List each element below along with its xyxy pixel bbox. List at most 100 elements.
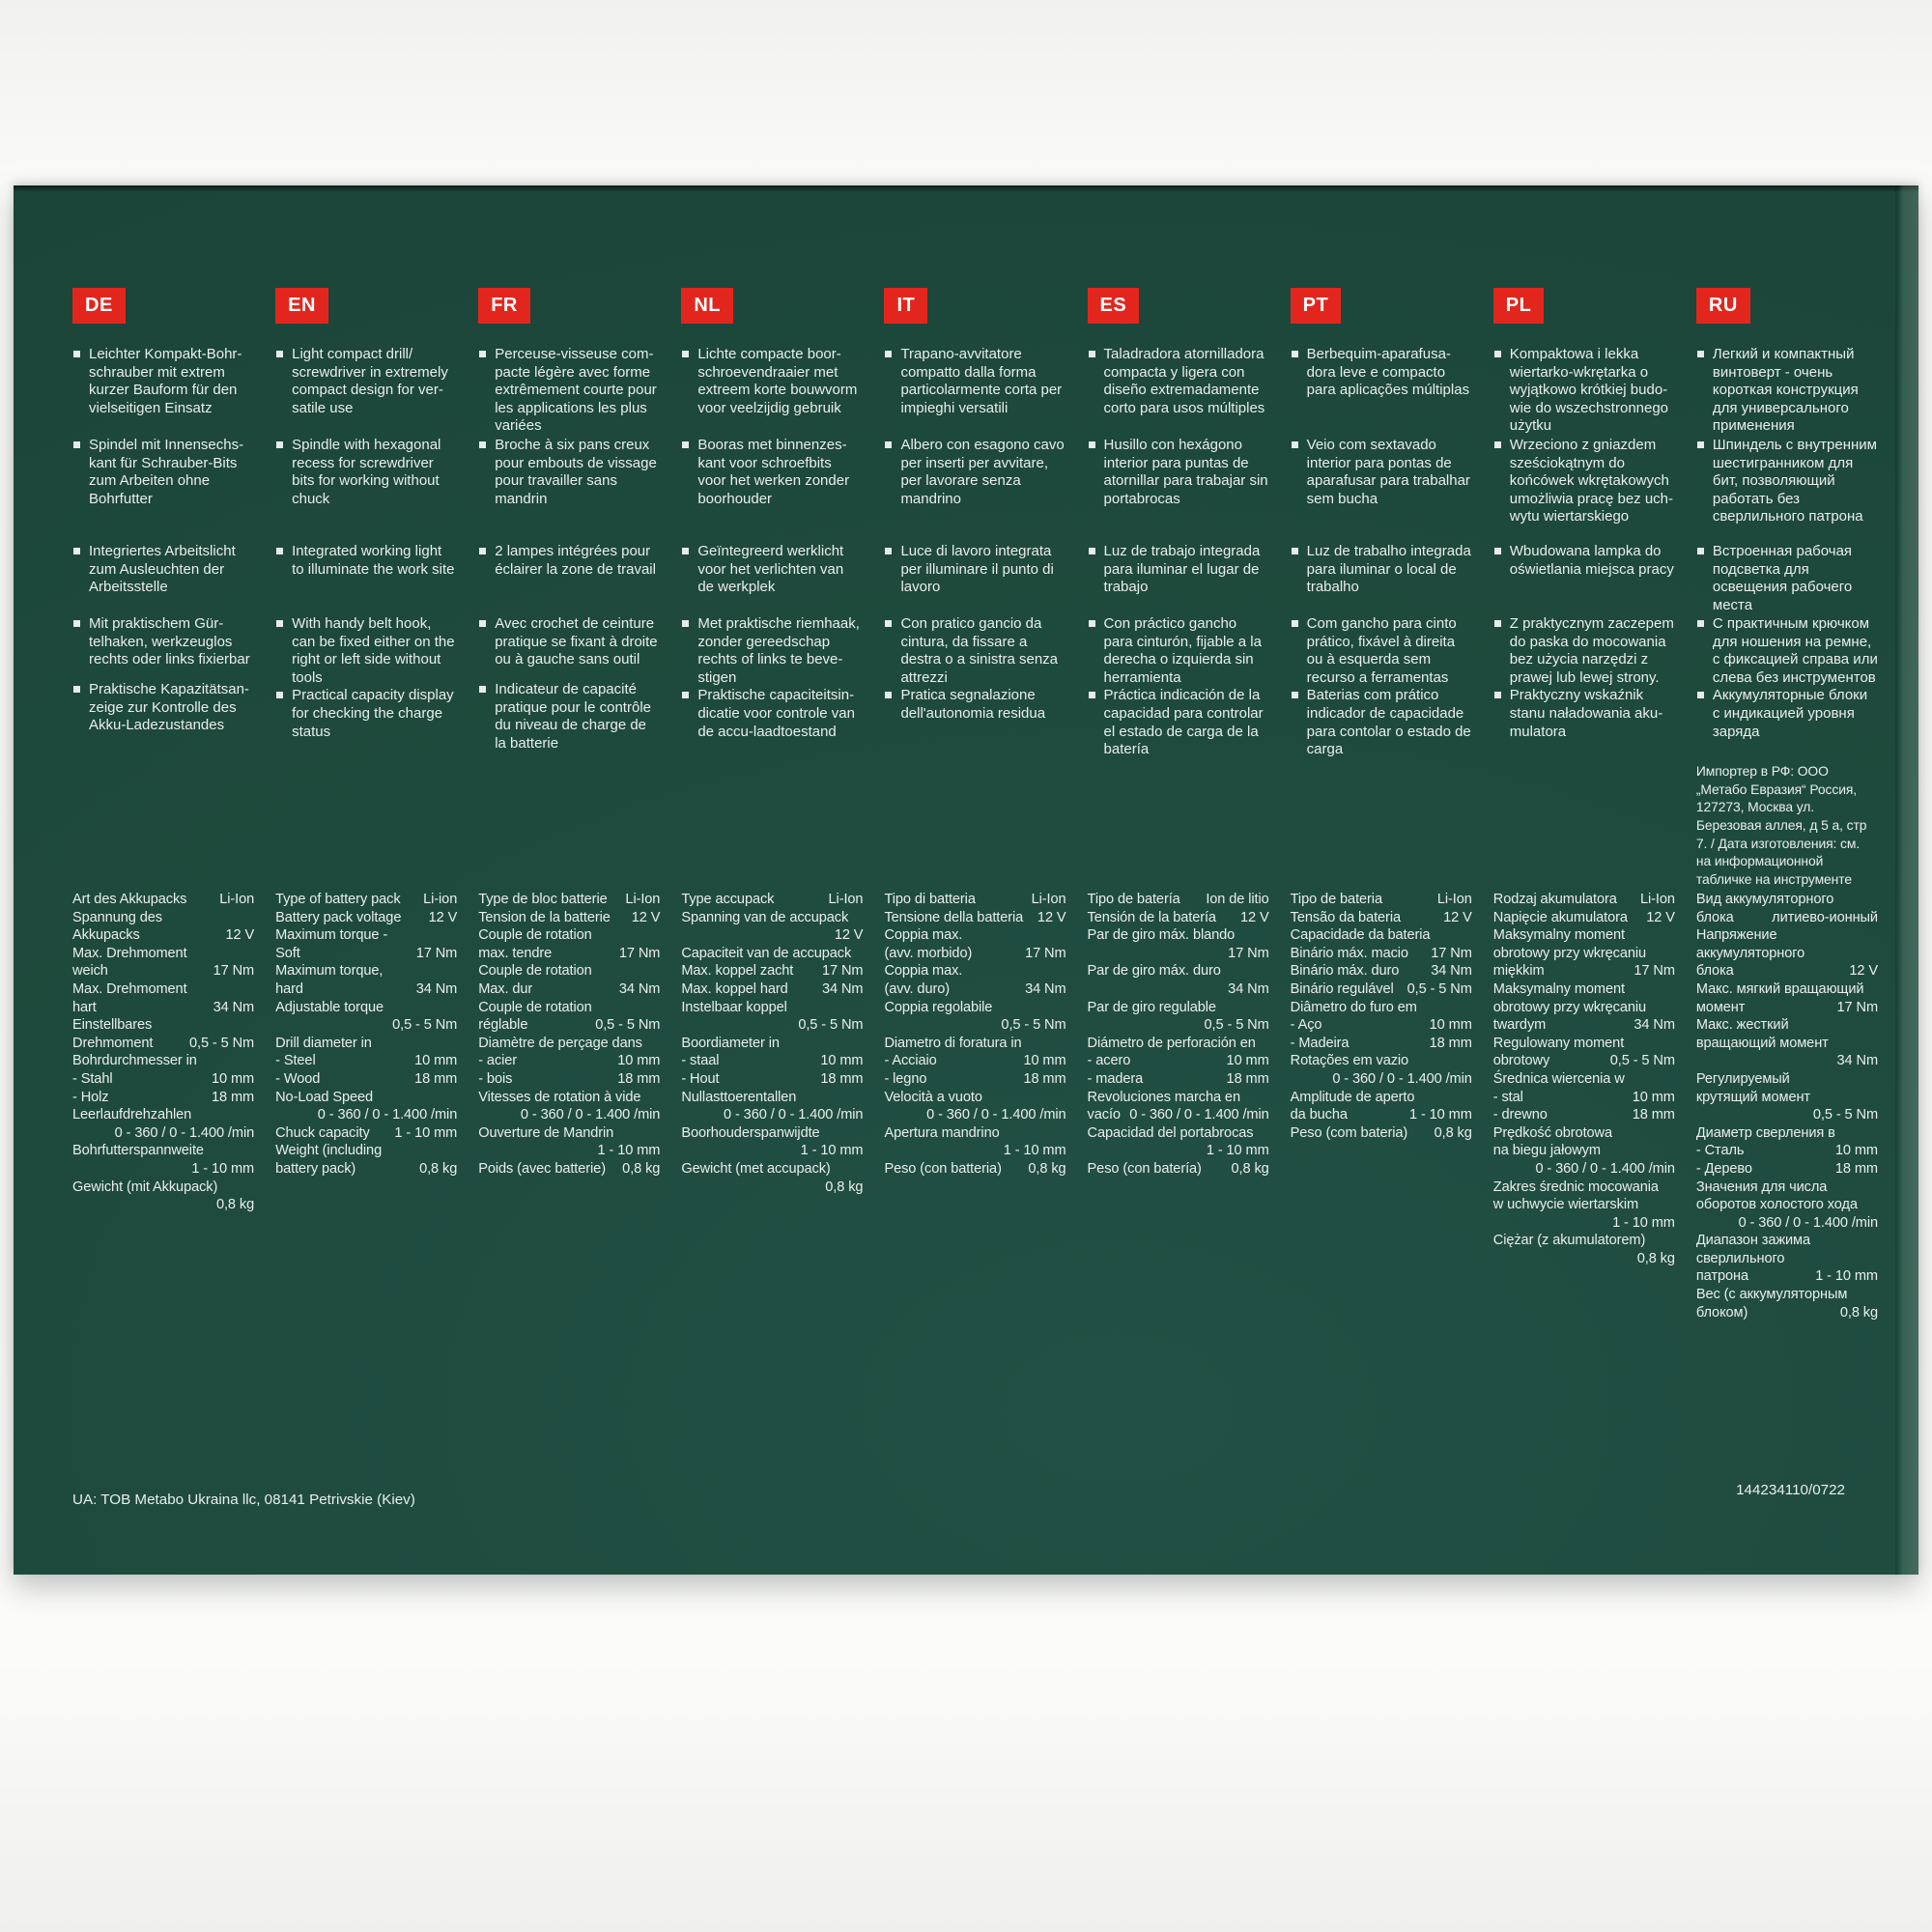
bullet-square-icon [1088, 620, 1095, 627]
feature-bullet: Praktische Kapazitätsan­zeige zur Kontro… [72, 681, 254, 735]
feature-text: Leichter Kompakt-Bohr­schrauber mit extr… [89, 346, 242, 416]
spec-line: - acero 10 mm [1088, 1052, 1269, 1070]
spec-value: 0,8 kg [622, 1160, 661, 1177]
feature-bullet: Lichte compacte boor­schroevendraaier me… [681, 346, 863, 437]
spec-label: Диаметр сверления в [1695, 1124, 1835, 1141]
bullet-square-icon [73, 548, 80, 554]
spec-value: 0,8 kg [825, 1179, 864, 1195]
spec-line: Couple de rotation [478, 962, 660, 980]
spec-label: Gewicht (mit Akkupack) [72, 1179, 218, 1195]
spec-value: 10 mm [414, 1053, 458, 1069]
bullet-square-icon [885, 441, 893, 448]
spec-line: 12 V [681, 926, 864, 945]
bullet-square-icon [1088, 692, 1095, 699]
spec-value: 1 - 10 mm [394, 1124, 458, 1141]
bullet-square-icon [1696, 692, 1704, 699]
spec-label: réglable [478, 1017, 528, 1034]
spec-line: - bois 18 mm [478, 1070, 660, 1089]
language-column-en: EN Light compact drill/ screwdriver in e… [275, 288, 457, 1575]
spec-line: - Aço 10 mm [1291, 1016, 1472, 1035]
spec-label: Coppia max. [884, 927, 963, 944]
feature-text: Легкий и компактный винтоверт - очень ко… [1712, 346, 1859, 435]
spec-line: Maksymalny moment [1493, 980, 1675, 999]
feature-bullet-list: Kompaktowa i lekka wiertarko-wkrętarka o… [1493, 346, 1675, 741]
spec-line: Diamètre de perçage dans [478, 1035, 660, 1053]
spec-label: Peso (com bateria) [1290, 1124, 1408, 1141]
feature-bullet: Baterias com prático indicador de capaci… [1291, 687, 1472, 758]
spec-value: 34 Nm [415, 980, 458, 997]
spec-value: Li-Ion [625, 892, 661, 907]
spec-line: 0 - 360 / 0 - 1.400 /min [72, 1124, 255, 1143]
spec-label: Średnica wiercenia w [1492, 1070, 1625, 1087]
bullet-square-icon [682, 692, 690, 699]
spec-line: 1 - 10 mm [681, 1142, 864, 1160]
bullet-square-icon [276, 620, 284, 627]
spec-line: - drewno 18 mm [1493, 1106, 1675, 1124]
spec-label: блока [1695, 963, 1734, 980]
spec-label: - staal [681, 1053, 720, 1069]
feature-bullet: Praktyczny wskaźnik stanu naładowania ak… [1493, 687, 1675, 741]
spec-line: Значения для числа [1696, 1179, 1878, 1197]
feature-text: Z praktycznym zaczepem do paska do mocow… [1509, 615, 1674, 686]
spec-value: 34 Nm [213, 999, 255, 1015]
spec-label: Soft [275, 945, 300, 961]
spec-line: - Holz 18 mm [72, 1089, 254, 1107]
bullet-square-icon [1291, 692, 1298, 699]
feature-text: С практичным крючком для ношения на ремн… [1712, 615, 1878, 686]
language-column-ru: RU Легкий и компактный винтоверт - очень… [1695, 288, 1879, 1575]
spec-value: 0,5 - 5 Nm [1204, 1017, 1269, 1034]
feature-text: 2 lampes intégrées pour éclairer la zone… [495, 543, 656, 578]
spec-line: 0,5 - 5 Nm [681, 1016, 863, 1035]
spec-value: 12 V [834, 927, 864, 944]
spec-label: Apertura mandrino [884, 1124, 1000, 1141]
bullet-square-icon [1088, 351, 1095, 357]
spec-line: Poids (avec batterie) 0,8 kg [478, 1160, 660, 1179]
spec-value: 10 mm [1023, 1053, 1066, 1069]
spec-line: Вид аккумуляторного [1696, 891, 1878, 909]
spec-line: - Hout 18 mm [681, 1070, 863, 1089]
spec-table: Type accupack Li-Ion Spanning van de accup… [681, 891, 863, 1196]
spec-value: 12 V [225, 927, 255, 944]
spec-line: 0,5 - 5 Nm [1696, 1106, 1878, 1124]
spec-value: 10 mm [212, 1070, 255, 1087]
spec-value: 1 - 10 mm [1815, 1268, 1878, 1285]
feature-text: Spindel mit Innensechs­kant für Schraube… [89, 437, 244, 507]
spec-line: - acier 10 mm [478, 1052, 660, 1070]
spec-line: na biegu jałowym [1493, 1142, 1675, 1160]
feature-bullet: Albero con esagono cavo per inserti per … [884, 437, 1065, 543]
spec-value: Li-Ion [1436, 892, 1472, 907]
spec-line: Gewicht (met accupack) [681, 1160, 863, 1179]
feature-bullet-list: Berbequim-aparafusa­dora leve e compacto… [1291, 346, 1472, 759]
spec-label: Напряжение [1695, 927, 1777, 944]
bullet-square-icon [1291, 351, 1298, 357]
spec-line: 0 - 360 / 0 - 1.400 /min [1696, 1214, 1879, 1233]
spec-value: 1 - 10 mm [800, 1143, 864, 1159]
spec-label: Drehmoment [72, 1035, 154, 1051]
spec-label: Couple de rotation [478, 963, 592, 980]
feature-text: Broche à six pans creux pour embouts de … [495, 437, 657, 507]
bullet-square-icon [276, 548, 284, 554]
spec-label: w uchwycie wiertarskim [1492, 1197, 1639, 1213]
spec-value: 1 - 10 mm [597, 1143, 661, 1159]
spec-label: Type accupack [681, 892, 775, 907]
feature-bullet: Mit praktischem Gür­telhaken, werkzeuglo… [72, 615, 254, 681]
spec-line: Spannung des [72, 909, 254, 927]
spec-label: battery pack) [275, 1160, 356, 1177]
spec-value: Li-Ion [1639, 892, 1675, 907]
spec-line: weich 17 Nm [72, 962, 254, 980]
spec-line: Bohrdurchmesser in [72, 1052, 254, 1070]
spec-line: réglable 0,5 - 5 Nm [478, 1016, 660, 1035]
spec-value: 0,8 kg [1231, 1160, 1269, 1177]
spec-value: 18 mm [617, 1070, 661, 1087]
spec-label: Tipo di batteria [884, 892, 976, 907]
spec-line: 0,5 - 5 Nm [275, 1016, 457, 1035]
spec-line: Spanning van de accupack [681, 909, 863, 927]
spec-label: Diámetro de perforación en [1087, 1035, 1256, 1051]
spec-line: Nullasttoerentallen [681, 1089, 863, 1107]
spec-label: Leerlaufdrehzahlen [72, 1107, 192, 1123]
language-label-badge: DE [72, 288, 126, 324]
feature-text: Luz de trabajo integrada para iluminar e… [1103, 543, 1261, 596]
spec-label: Ouverture de Mandrin [478, 1124, 614, 1141]
feature-text: Lichte compacte boor­schroevendraaier me… [697, 346, 858, 416]
spec-line: Regulowany moment [1493, 1035, 1675, 1053]
